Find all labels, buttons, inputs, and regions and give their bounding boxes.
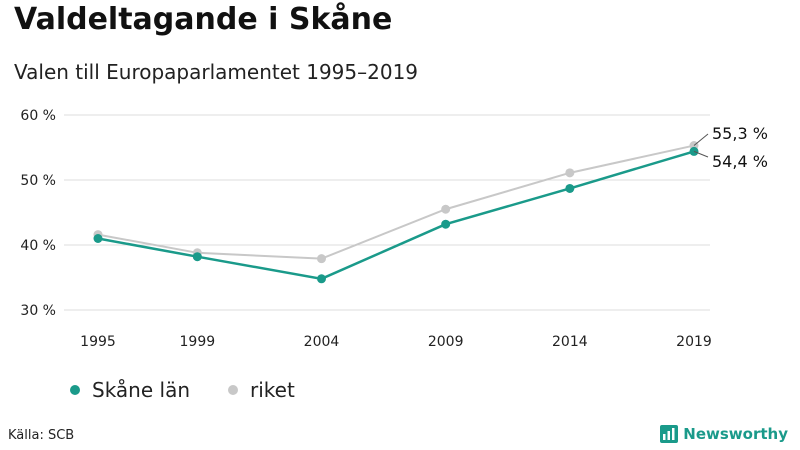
brand-logo: Newsworthy [660,425,788,443]
data-point-skane [441,219,451,229]
data-point-skane [317,274,326,284]
data-point-skane [565,183,575,193]
legend-item-riket: riket [228,378,295,402]
chart-title: Valdeltagande i Skåne [14,2,393,37]
data-point-skane [192,252,202,262]
data-point-riket [565,168,575,178]
x-tick-label: 1995 [80,334,116,350]
x-tick-label: 1999 [180,334,216,350]
y-tick-label: 50 % [20,173,56,189]
y-tick-label: 30 % [20,303,56,319]
data-point-riket [317,254,326,264]
newsworthy-logo-icon [660,425,679,443]
series-line-skane [97,150,695,281]
leader-line-riket [693,133,709,146]
x-tick-label: 2009 [428,334,464,350]
data-point-skane [93,234,103,243]
x-tick-label: 2019 [676,334,712,350]
end-label-skane: 54,4 % [712,152,768,171]
legend-label-skane: Skåne län [92,378,191,402]
legend-marker-riket [228,385,239,395]
series-line-riket [97,144,695,260]
chart-subtitle: Valen till Europaparlamentet 1995–2019 [14,60,419,84]
legend-item-skane: Skåne län [70,378,190,402]
end-label-riket: 55,3 % [712,124,768,143]
legend-marker-skane [70,385,80,395]
legend: Skåne län riket [70,378,333,402]
y-tick-label: 60 % [20,108,56,124]
x-tick-label: 2014 [552,334,588,350]
y-tick-label: 40 % [20,238,56,254]
legend-label-riket: riket [250,378,295,402]
brand-name: Newsworthy [683,425,788,443]
leader-line-skane [693,150,709,158]
data-point-riket [441,204,451,214]
source-note: Källa: SCB [8,428,75,443]
x-tick-label: 2004 [304,334,340,350]
